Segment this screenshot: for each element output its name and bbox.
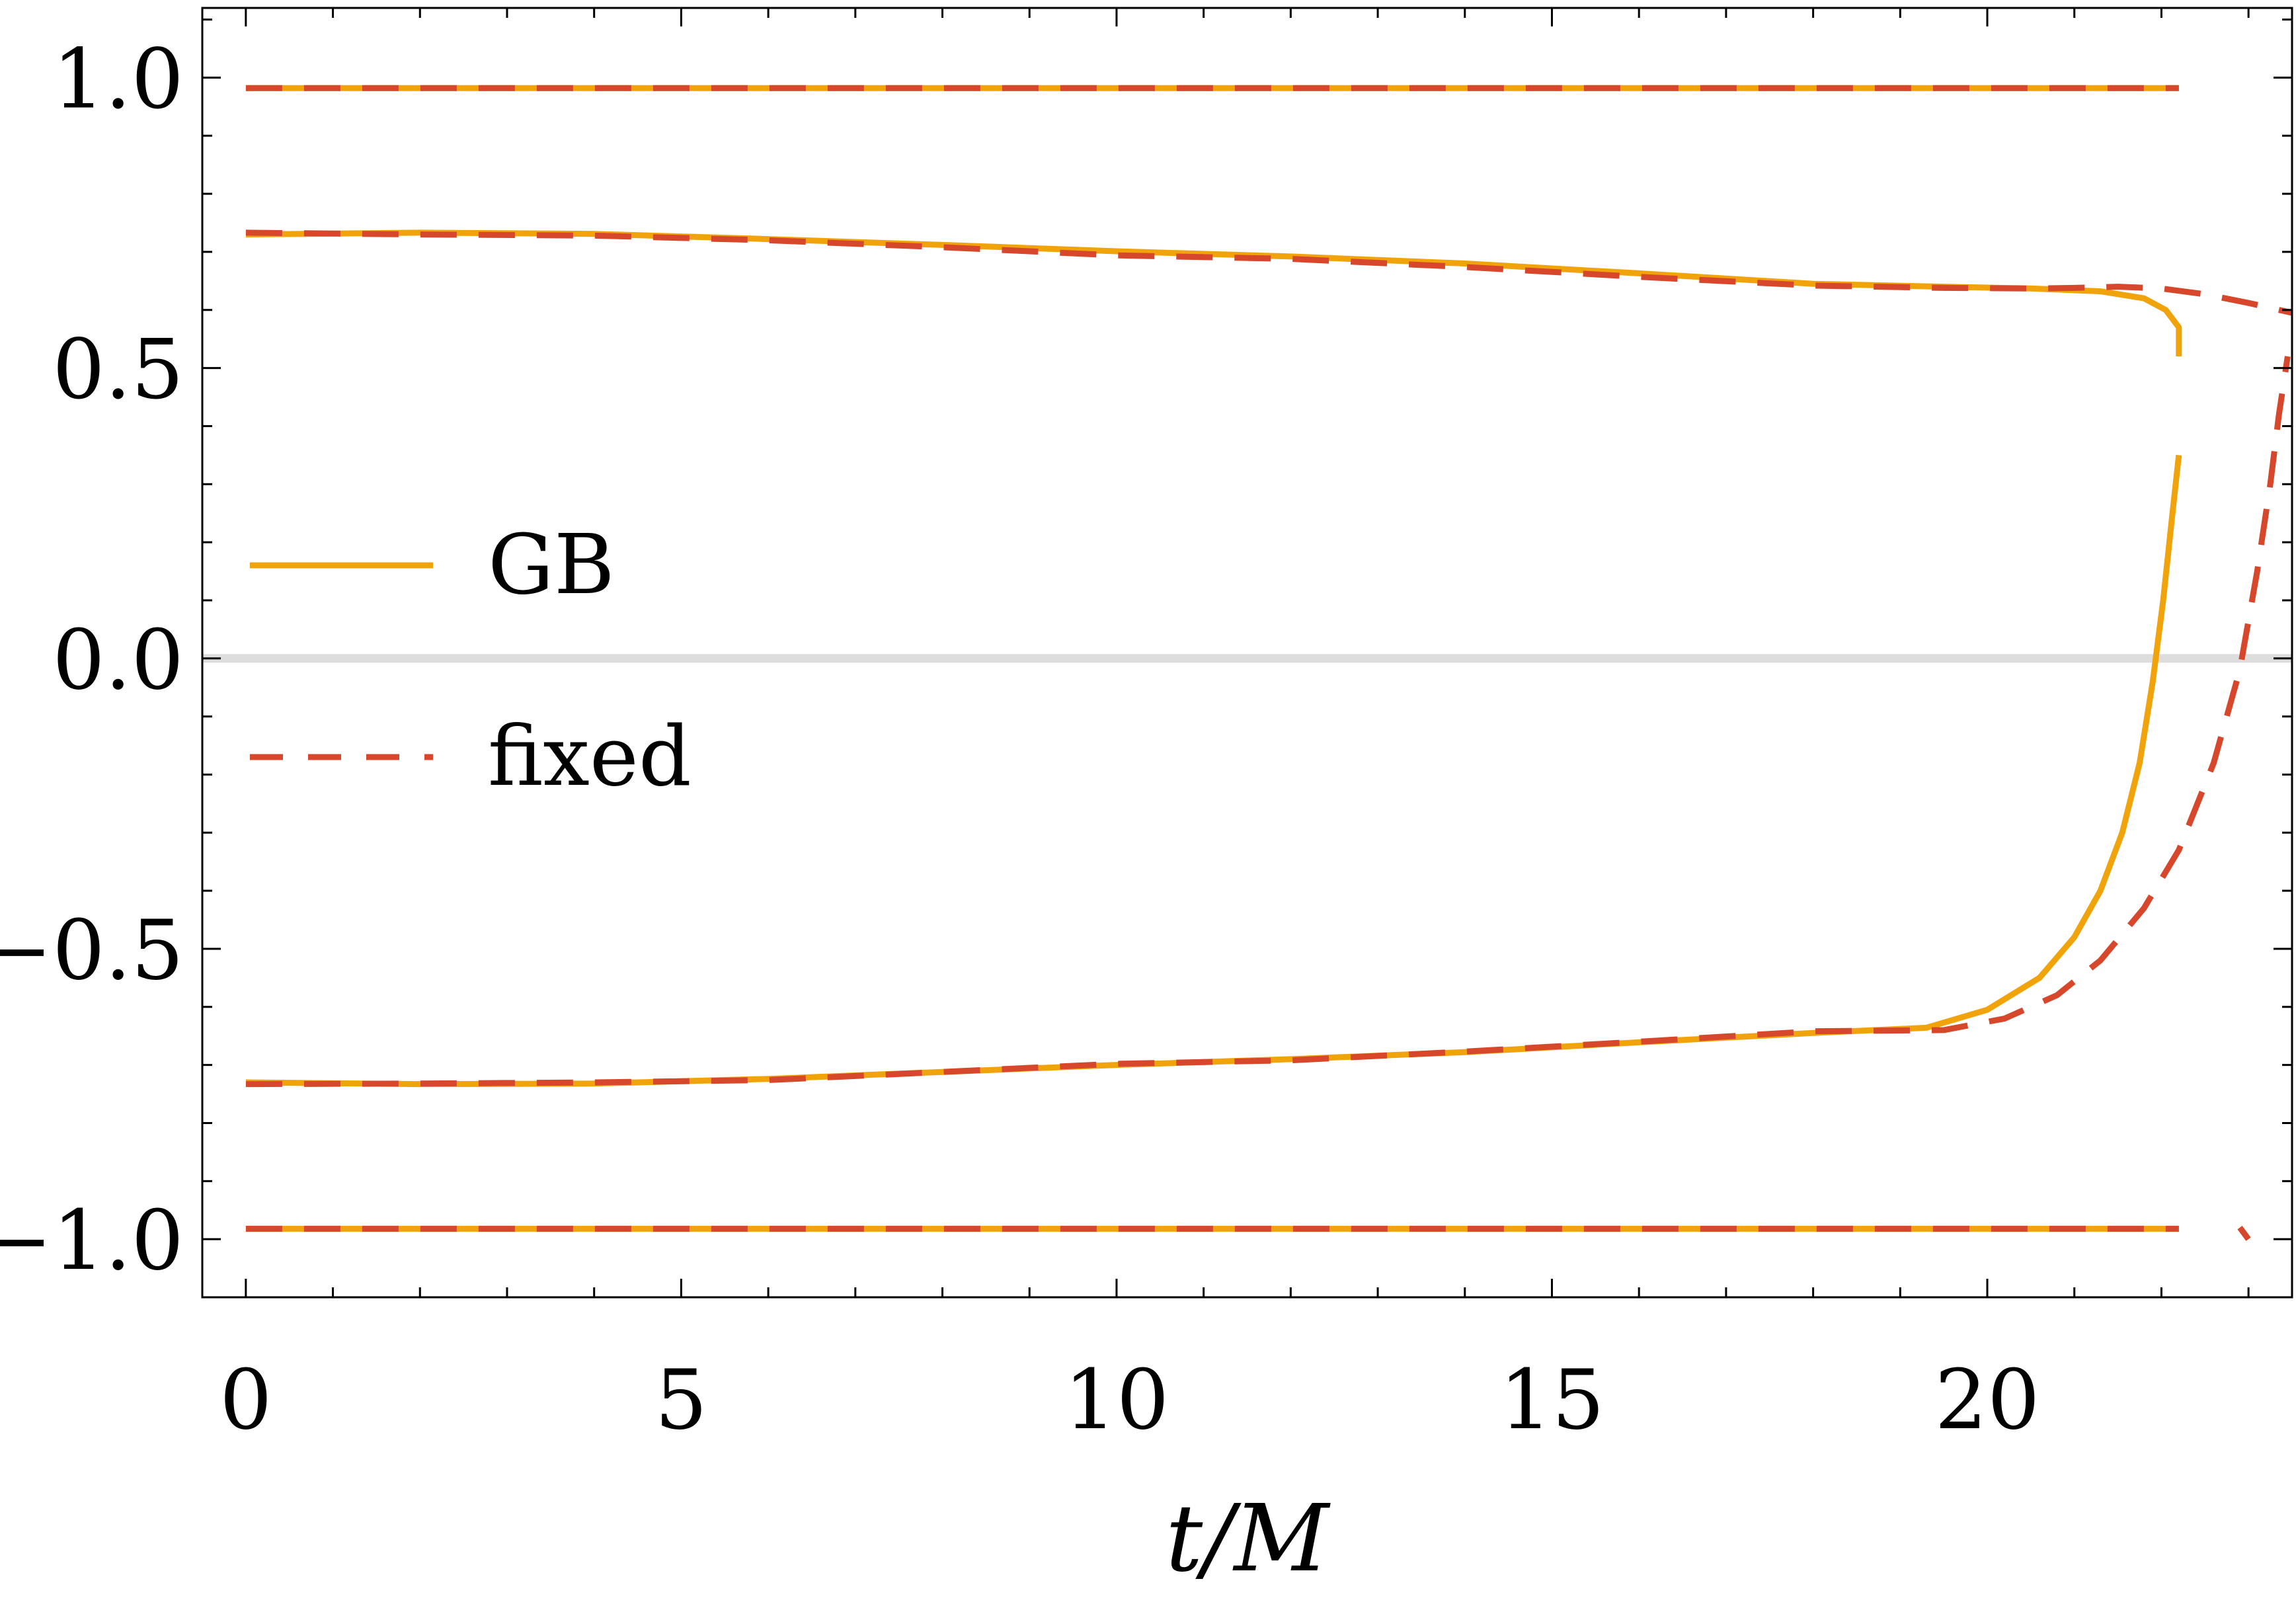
gb-series-line-3 (245, 454, 2182, 1088)
x-tick-label: 10 (1064, 1352, 1169, 1448)
y-tick-label: 0.5 (52, 322, 184, 418)
legend: GB fixed (250, 517, 692, 805)
series-layer (245, 85, 2293, 1241)
gb-series-line-2 (245, 229, 2182, 356)
x-axis-label: t/M (1166, 1485, 1331, 1593)
x-tick-label: 0 (219, 1352, 272, 1448)
y-tick-label: −0.5 (0, 903, 184, 998)
y-tick-label: 1.0 (52, 31, 184, 127)
fixed-series-line-8 (2237, 1225, 2251, 1241)
x-tick-label: 5 (655, 1352, 708, 1448)
plot-area (201, 7, 2293, 1299)
fixed-series-line-7 (245, 356, 2291, 1088)
legend-label-fixed: fixed (488, 709, 692, 805)
tick-labels: 0 5 10 15 20 −1.0 −0.5 0.0 0.5 1.0 (0, 31, 2040, 1448)
y-tick-label: −1.0 (0, 1193, 184, 1289)
fixed-series-line-6 (245, 229, 2293, 316)
axes-frame (201, 7, 2293, 1299)
ticks-layer (202, 8, 2292, 1299)
y-tick-label: 0.0 (52, 612, 184, 708)
x-tick-label: 15 (1499, 1352, 1604, 1448)
legend-label-gb: GB (488, 517, 615, 613)
x-tick-label: 20 (1934, 1352, 2039, 1448)
